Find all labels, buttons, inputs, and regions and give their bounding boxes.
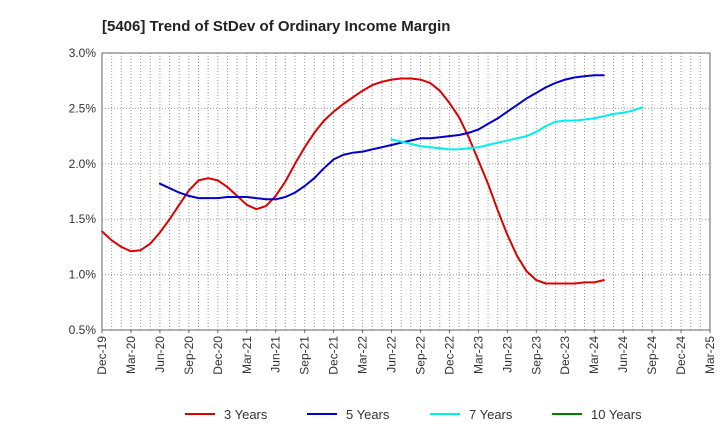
y-tick-label: 1.5%: [69, 212, 97, 226]
x-tick-label: Dec-23: [558, 336, 572, 375]
legend-label: 7 Years: [469, 407, 513, 422]
legend-label: 10 Years: [591, 407, 642, 422]
y-tick-label: 0.5%: [69, 323, 97, 337]
y-tick-label: 2.0%: [69, 157, 97, 171]
x-tick-label: Sep-24: [645, 336, 659, 375]
gridlines: [102, 53, 710, 330]
x-tick-label: Dec-22: [442, 336, 456, 375]
chart-title: [5406] Trend of StDev of Ordinary Income…: [102, 18, 450, 35]
x-tick-label: Dec-24: [674, 336, 688, 375]
x-axis: Dec-19 Mar-20 Jun-20 Sep-20 Dec-20 Mar-21 Jun-…: [95, 330, 717, 375]
legend-label: 5 Years: [346, 407, 390, 422]
x-tick-label: Jun-20: [153, 336, 167, 373]
x-tick-label: Dec-21: [327, 336, 341, 375]
x-tick-label: Sep-20: [182, 336, 196, 375]
x-tick-label: Sep-21: [298, 336, 312, 375]
x-tick-label: Mar-23: [471, 336, 485, 374]
x-tick-label: Jun-21: [269, 336, 283, 373]
x-tick-label: Dec-19: [95, 336, 109, 375]
x-tick-label: Jun-24: [616, 336, 630, 373]
y-axis: 0.5% 1.0% 1.5% 2.0% 2.5% 3.0%: [69, 46, 97, 337]
series-line-7-years: [390, 106, 644, 151]
plot-border: [101, 52, 711, 331]
y-tick-label: 3.0%: [69, 46, 97, 60]
x-tick-label: Sep-22: [413, 336, 427, 375]
plot-background: [102, 53, 710, 330]
x-tick-label: Jun-23: [500, 336, 514, 373]
x-tick-label: Mar-21: [240, 336, 254, 374]
x-tick-label: Dec-20: [211, 336, 225, 375]
y-tick-label: 1.0%: [69, 268, 97, 282]
series-lines: [101, 74, 644, 285]
legend-label: 3 Years: [224, 407, 268, 422]
x-tick-label: Mar-25: [703, 336, 717, 374]
x-tick-label: Mar-20: [124, 336, 138, 374]
legend: 3 Years 5 Years 7 Years 10 Years: [185, 407, 642, 422]
x-tick-label: Mar-24: [587, 336, 601, 374]
x-tick-label: Sep-23: [529, 336, 543, 375]
y-tick-label: 2.5%: [69, 101, 97, 115]
x-tick-label: Jun-22: [385, 336, 399, 373]
x-tick-label: Mar-22: [356, 336, 370, 374]
series-line-5-years: [158, 74, 605, 201]
